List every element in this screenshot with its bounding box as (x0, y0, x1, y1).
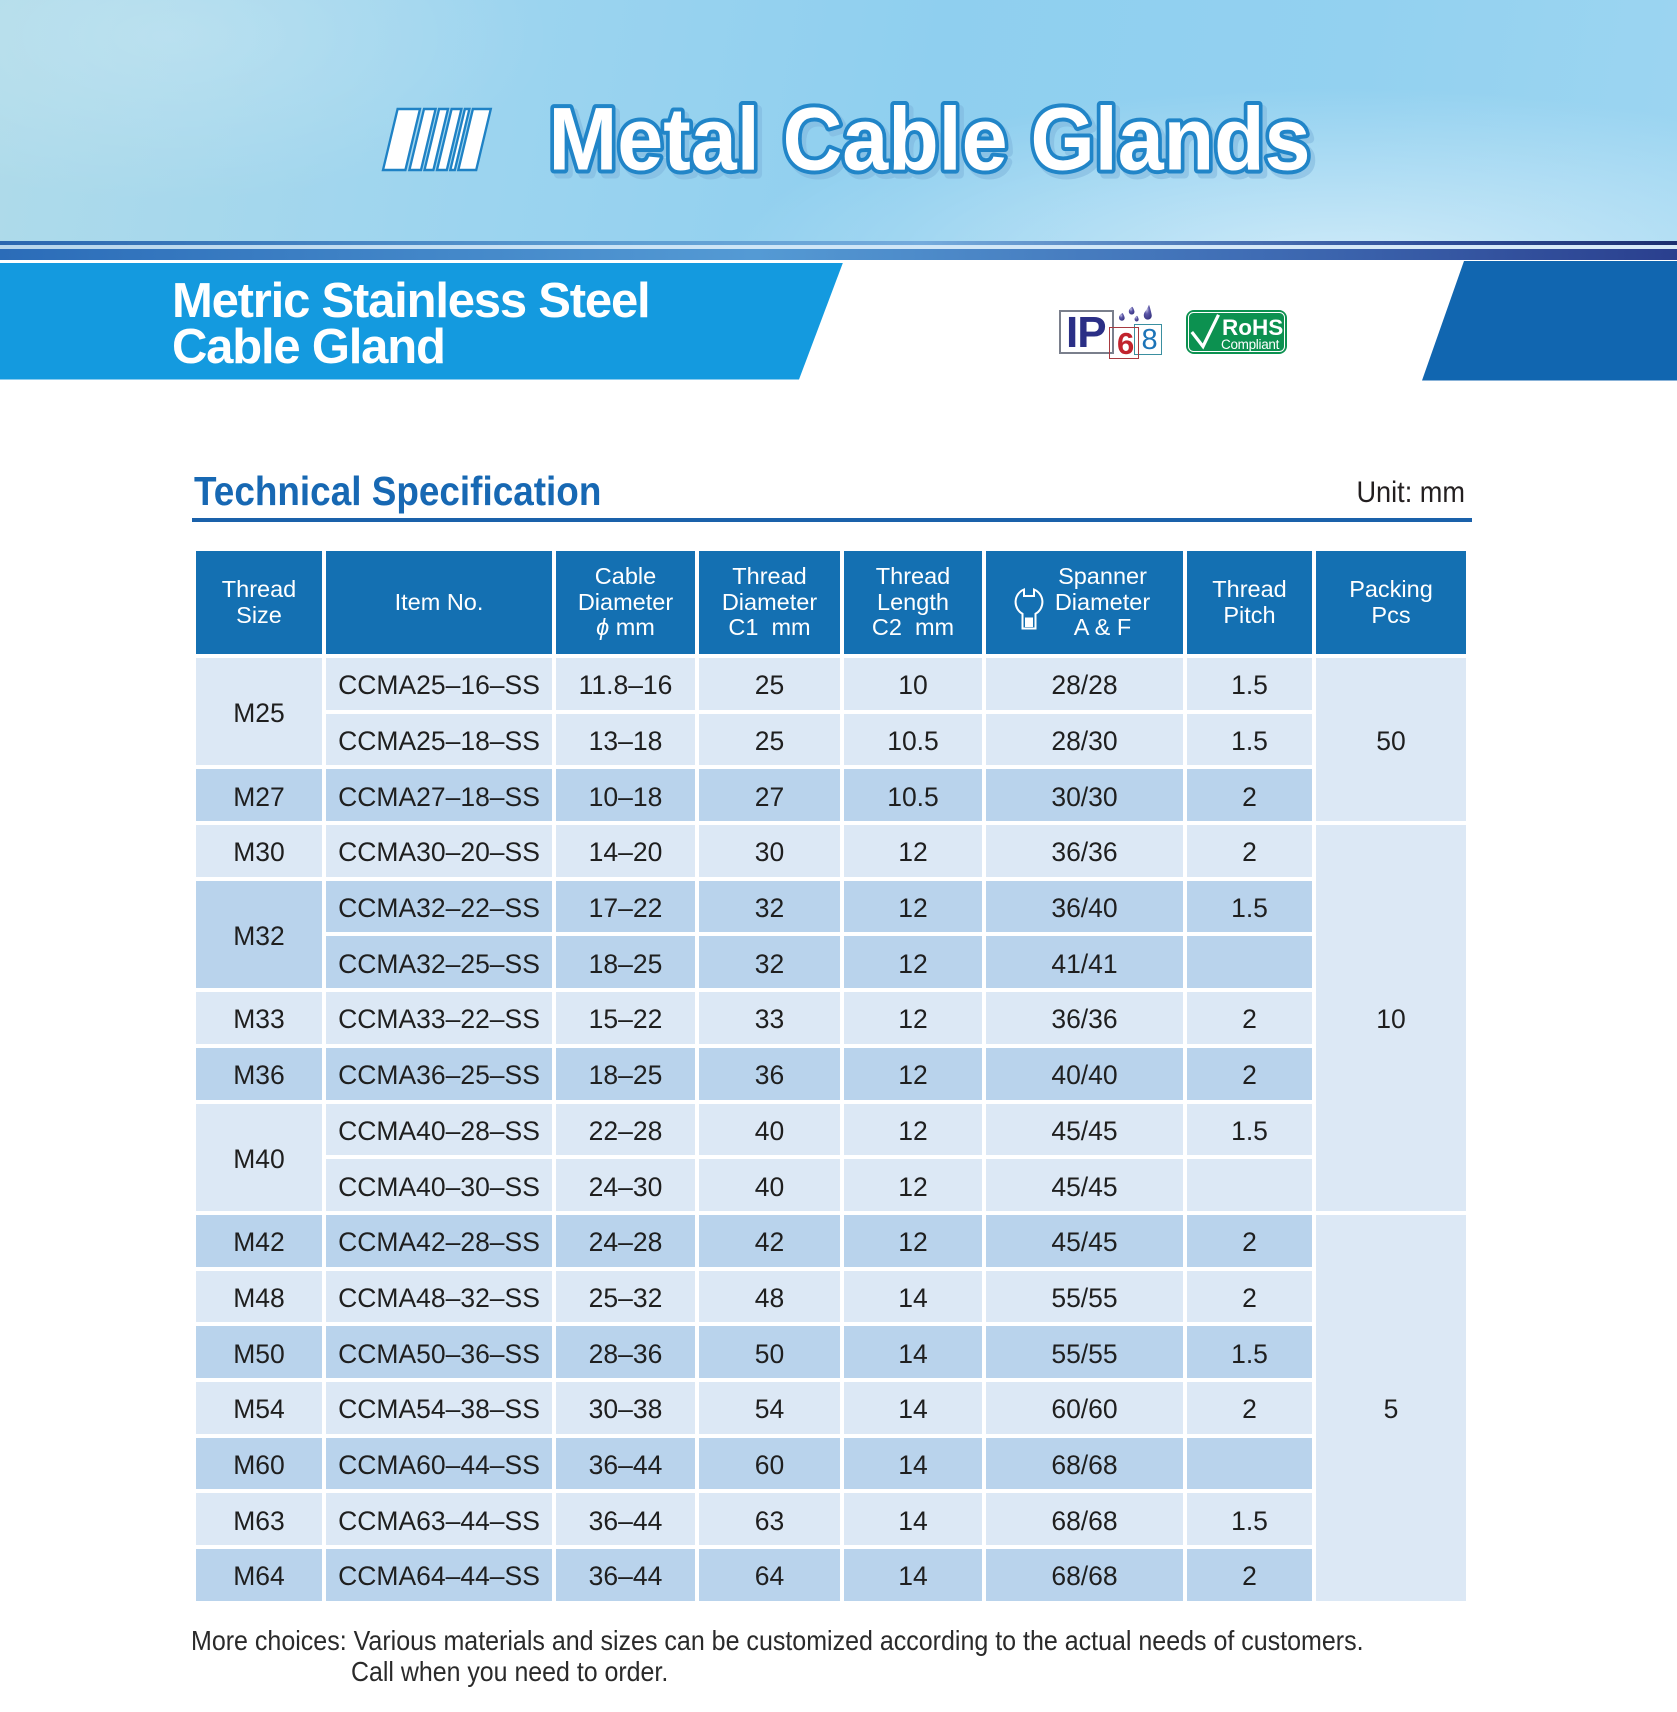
svg-text:Metal Cable Glands: Metal Cable Glands (549, 89, 1311, 189)
svg-text:Metal Cable Glands: Metal Cable Glands (553, 93, 1315, 193)
